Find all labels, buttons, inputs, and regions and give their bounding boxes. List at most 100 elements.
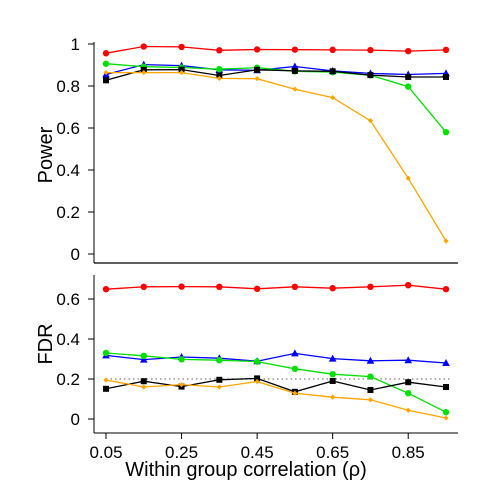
fdr-series-0-point bbox=[102, 286, 110, 293]
fdr-y-tick-label: 0 bbox=[71, 410, 80, 429]
fdr-series-2-point bbox=[329, 371, 336, 378]
power-series-3-point bbox=[367, 72, 374, 79]
fdr-y-tick-label: 0.4 bbox=[56, 330, 80, 349]
power-series-3-point bbox=[329, 68, 336, 75]
fdr-series-3-point bbox=[216, 376, 223, 383]
power-series-3-point bbox=[443, 73, 449, 80]
fdr-series-2-point bbox=[291, 365, 299, 372]
power-series-4-point bbox=[405, 175, 411, 181]
fdr-series-2-point bbox=[140, 352, 147, 359]
power-series-4-line bbox=[106, 71, 447, 242]
fdr-series-4-point bbox=[443, 415, 449, 421]
power-series-2-line bbox=[105, 63, 447, 133]
fdr-series-2-point bbox=[367, 373, 374, 380]
power-series-0-point bbox=[329, 46, 336, 54]
fdr-series-3-point bbox=[254, 375, 261, 382]
fdr-x-ticks: 0.05 0.25 0.45 0.65 0.85 bbox=[89, 433, 425, 462]
x-axis-title: Within group correlation (ρ) bbox=[125, 459, 366, 481]
power-y-tick-label: 0.6 bbox=[56, 119, 80, 138]
power-panel: Power 0 0.2 0.4 0.6 0.8 1 bbox=[35, 35, 458, 264]
fdr-series-0-point bbox=[216, 283, 223, 290]
power-series-0-point bbox=[367, 46, 374, 54]
fdr-panel: FDR 0 0.2 0.4 0.6 0.05 0.25 0.45 0.65 0.85 bbox=[35, 275, 458, 462]
fdr-series-4-line bbox=[105, 379, 447, 419]
fdr-series-0-point bbox=[329, 285, 336, 292]
power-series-2-point bbox=[102, 60, 110, 67]
power-series-4-point bbox=[254, 76, 260, 82]
power-series-0-point bbox=[405, 47, 412, 55]
fdr-series-4-point bbox=[254, 379, 260, 385]
power-series-4-point bbox=[178, 69, 185, 76]
power-series-3-point bbox=[254, 66, 261, 73]
power-y-tick-label: 0.2 bbox=[56, 203, 80, 222]
power-series-0-point bbox=[102, 50, 110, 57]
fdr-series-4-point bbox=[330, 394, 336, 400]
power-series-2-point bbox=[216, 66, 223, 73]
power-series-0-line bbox=[105, 45, 447, 54]
fdr-series-2-point bbox=[216, 357, 223, 364]
fdr-series-4-point bbox=[292, 390, 298, 396]
fdr-y-axis-title: FDR bbox=[35, 323, 57, 364]
power-y-tick-label: 0 bbox=[71, 245, 80, 264]
power-series-3-point bbox=[140, 66, 147, 73]
fdr-x-tick-label: 0.05 bbox=[89, 443, 122, 462]
fdr-series-1-point bbox=[404, 356, 413, 364]
fdr-x-tick-label: 0.85 bbox=[392, 443, 425, 462]
power-series-3-point bbox=[291, 67, 298, 74]
fdr-series-3-point bbox=[405, 379, 412, 386]
power-series-4-point bbox=[141, 69, 147, 76]
power-series-3-point bbox=[103, 77, 109, 84]
fdr-series-2-point bbox=[405, 390, 412, 397]
power-y-tick-label: 0.8 bbox=[56, 77, 80, 96]
power-series-4-point bbox=[292, 86, 298, 92]
power-series-4-point bbox=[330, 94, 336, 101]
fdr-series-4-point bbox=[216, 384, 222, 390]
power-series-0-point bbox=[291, 46, 299, 53]
fdr-series-2-line bbox=[105, 352, 447, 413]
fdr-series-4-point bbox=[367, 397, 374, 403]
fdr-x-tick-label: 0.25 bbox=[165, 443, 198, 462]
power-series-0-point bbox=[442, 46, 450, 54]
power-series-1-line bbox=[105, 63, 447, 76]
fdr-series-0-point bbox=[367, 283, 374, 290]
fdr-series-1-point bbox=[291, 349, 299, 357]
fdr-series-0-point bbox=[140, 283, 147, 290]
fdr-series-0-point bbox=[405, 282, 412, 289]
fdr-series-4-point bbox=[103, 377, 109, 383]
fdr-series-4-point bbox=[178, 382, 185, 388]
fdr-series-1-point bbox=[442, 359, 450, 366]
fdr-x-tick-label: 0.65 bbox=[316, 443, 349, 462]
power-series-group bbox=[102, 43, 450, 244]
power-series-3-point bbox=[216, 72, 223, 79]
fdr-y-tick-label: 0.6 bbox=[56, 290, 80, 309]
power-series-0-point bbox=[140, 43, 147, 50]
power-series-0-point bbox=[253, 46, 261, 53]
fdr-series-3-point bbox=[443, 384, 449, 390]
power-series-2-point bbox=[405, 83, 412, 90]
power-series-0-point bbox=[216, 47, 223, 54]
fdr-series-2-point bbox=[102, 349, 110, 357]
fdr-series-group bbox=[102, 282, 450, 421]
fdr-series-0-point bbox=[253, 285, 261, 292]
fdr-series-3-point bbox=[103, 385, 109, 392]
fdr-series-0-point bbox=[178, 283, 185, 290]
power-series-3-line bbox=[105, 68, 446, 81]
power-series-3-point bbox=[178, 66, 185, 73]
fdr-series-0-point bbox=[442, 286, 450, 293]
power-series-0-point bbox=[178, 43, 185, 51]
fdr-series-4-point bbox=[141, 384, 147, 390]
fdr-series-3-line bbox=[105, 377, 447, 393]
fdr-y-ticks: 0 0.2 0.4 0.6 bbox=[56, 290, 94, 429]
fdr-series-2-point bbox=[253, 358, 261, 365]
fdr-series-2-point bbox=[442, 409, 450, 416]
fdr-series-4-point bbox=[405, 407, 411, 413]
fdr-series-1-line bbox=[105, 352, 447, 364]
fdr-series-1-point bbox=[366, 356, 375, 364]
fdr-x-tick-label: 0.45 bbox=[241, 443, 274, 462]
fdr-series-0-line bbox=[105, 284, 447, 290]
fdr-series-1-point bbox=[139, 355, 148, 363]
fdr-series-2-point bbox=[178, 356, 185, 363]
power-series-4-point bbox=[367, 118, 374, 124]
